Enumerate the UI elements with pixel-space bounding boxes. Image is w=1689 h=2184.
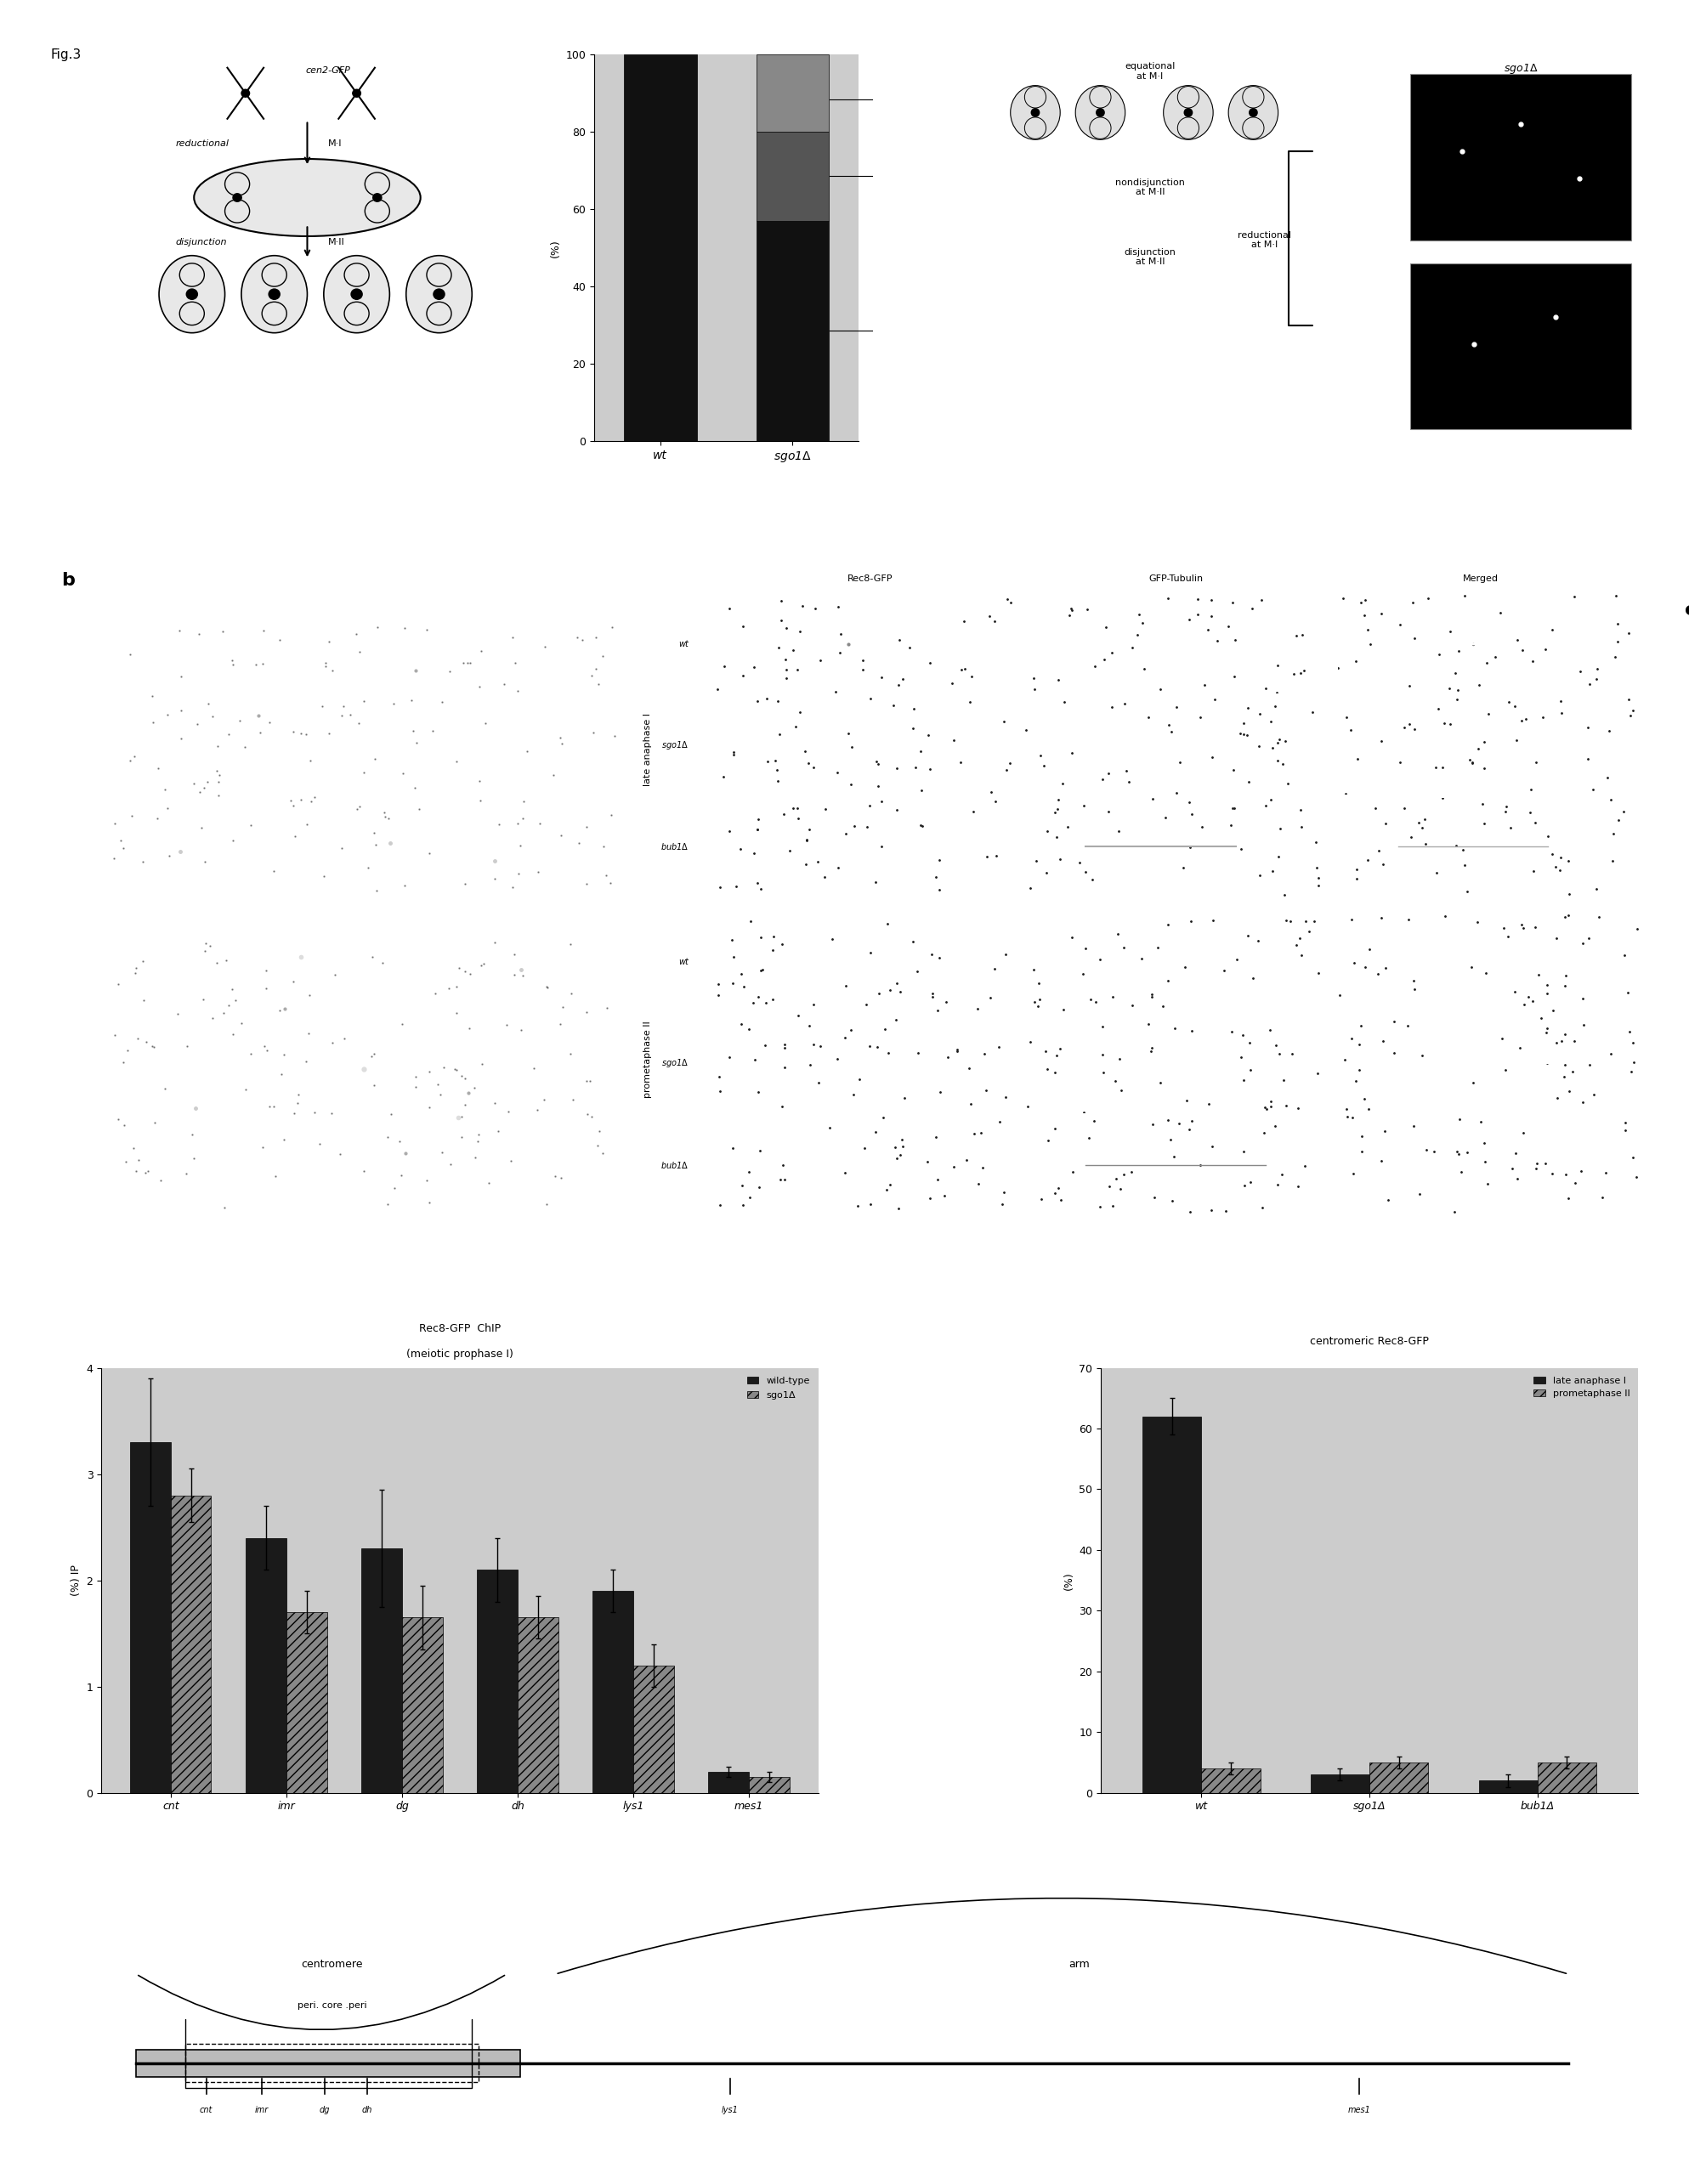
Circle shape: [233, 192, 242, 203]
Bar: [1370, 1762, 1429, 1793]
Bar: [708, 1771, 748, 1793]
Bar: [757, 131, 829, 221]
Text: peri. core .peri: peri. core .peri: [297, 2001, 367, 2009]
Text: sgo1$\Delta$: sgo1$\Delta$: [1503, 63, 1539, 76]
Text: wt: wt: [356, 605, 370, 616]
Ellipse shape: [194, 159, 421, 236]
Text: disjunction: disjunction: [176, 238, 226, 247]
Bar: [1537, 1762, 1596, 1793]
Bar: [171, 1496, 211, 1793]
Bar: [361, 1548, 402, 1793]
Bar: [287, 1612, 328, 1793]
Circle shape: [269, 288, 280, 299]
Text: Merged: Merged: [1463, 574, 1498, 583]
Bar: [137, 2049, 520, 2077]
Text: centromeric Rec8-GFP: centromeric Rec8-GFP: [1311, 1334, 1429, 1348]
Bar: [1143, 1417, 1201, 1793]
Bar: [633, 1666, 674, 1793]
Ellipse shape: [405, 256, 471, 332]
Bar: [130, 1441, 171, 1793]
Text: dh: dh: [361, 2105, 372, 2114]
Text: mes1: mes1: [1348, 2105, 1370, 2114]
Bar: [1201, 1769, 1260, 1793]
Text: Fig.3: Fig.3: [51, 48, 81, 61]
Ellipse shape: [1228, 85, 1279, 140]
Text: wt: wt: [679, 959, 689, 965]
Circle shape: [1184, 107, 1192, 118]
Bar: [478, 1570, 517, 1793]
Text: cnt: cnt: [199, 2105, 213, 2114]
Text: reductional
at M·I: reductional at M·I: [1238, 232, 1292, 249]
Text: sgo1$\Delta$: sgo1$\Delta$: [662, 1057, 689, 1070]
Text: bub1$\Delta$: bub1$\Delta$: [660, 1160, 689, 1171]
Circle shape: [1030, 107, 1040, 118]
Bar: [1410, 74, 1632, 240]
Circle shape: [432, 288, 446, 299]
Circle shape: [351, 288, 363, 299]
Text: b: b: [61, 572, 74, 590]
Bar: [247, 1538, 287, 1793]
Ellipse shape: [1010, 85, 1061, 140]
Text: sgo1$\Delta$: sgo1$\Delta$: [346, 922, 380, 935]
Text: dg: dg: [319, 2105, 331, 2114]
Text: cen2-GFP: cen2-GFP: [306, 66, 350, 74]
Y-axis label: (%) IP: (%) IP: [71, 1564, 81, 1597]
Text: arm: arm: [1069, 1959, 1089, 1970]
Bar: [1311, 1776, 1370, 1793]
Text: reductional: reductional: [176, 140, 230, 149]
Circle shape: [1096, 107, 1105, 118]
Circle shape: [372, 192, 382, 203]
Text: bub1$\Delta$: bub1$\Delta$: [660, 841, 689, 852]
Bar: [593, 1590, 633, 1793]
Text: c: c: [1684, 601, 1689, 618]
Ellipse shape: [1164, 85, 1213, 140]
Y-axis label: (%): (%): [1062, 1570, 1074, 1590]
Text: sgo1$\Delta$: sgo1$\Delta$: [662, 740, 689, 751]
Text: Rec8-GFP  ChIP: Rec8-GFP ChIP: [419, 1324, 500, 1334]
Circle shape: [242, 90, 250, 96]
Bar: [748, 1778, 789, 1793]
Text: centromere: centromere: [301, 1959, 363, 1970]
Text: M·II: M·II: [328, 238, 345, 247]
Bar: [757, 55, 829, 131]
Text: M·I: M·I: [328, 140, 341, 149]
Text: late anaphase I: late anaphase I: [644, 714, 652, 786]
Text: equational
at M·I: equational at M·I: [1125, 63, 1176, 81]
Text: imr: imr: [255, 2105, 269, 2114]
Legend: wild-type, sgo1$\Delta$: wild-type, sgo1$\Delta$: [743, 1372, 814, 1404]
Ellipse shape: [159, 256, 225, 332]
Circle shape: [353, 90, 361, 96]
Circle shape: [1248, 107, 1258, 118]
Circle shape: [186, 288, 198, 299]
Bar: [402, 1618, 443, 1793]
Text: GFP-Tubulin: GFP-Tubulin: [1149, 574, 1203, 583]
Text: disjunction
at M·II: disjunction at M·II: [1125, 247, 1176, 266]
Text: Rec8-GFP: Rec8-GFP: [848, 574, 893, 583]
Text: wt: wt: [679, 640, 689, 649]
Legend: late anaphase I, prometaphase II: late anaphase I, prometaphase II: [1530, 1372, 1633, 1402]
Bar: [1410, 264, 1632, 430]
Bar: [517, 1618, 557, 1793]
Text: prometaphase II: prometaphase II: [644, 1020, 652, 1099]
Bar: [186, 2044, 478, 2081]
Bar: [757, 221, 829, 441]
Text: (meiotic prophase I): (meiotic prophase I): [407, 1348, 513, 1358]
Ellipse shape: [324, 256, 390, 332]
Ellipse shape: [242, 256, 307, 332]
Ellipse shape: [1076, 85, 1125, 140]
Bar: [623, 55, 696, 441]
Text: nondisjunction
at M·II: nondisjunction at M·II: [1115, 179, 1184, 197]
Y-axis label: (%): (%): [549, 238, 561, 258]
Text: lys1: lys1: [721, 2105, 738, 2114]
Bar: [1478, 1780, 1537, 1793]
